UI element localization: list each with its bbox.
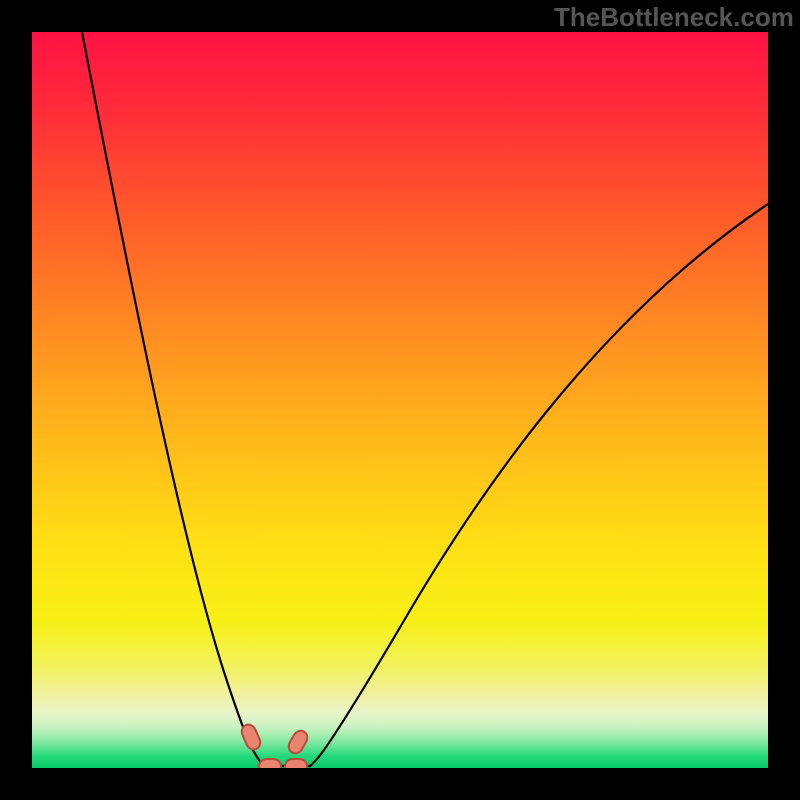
chart-frame (32, 32, 768, 768)
gradient-background (32, 32, 768, 768)
trough-marker (259, 759, 281, 768)
watermark-text: TheBottleneck.com (554, 2, 794, 33)
trough-marker (285, 759, 307, 768)
bottleneck-curve-chart (32, 32, 768, 768)
